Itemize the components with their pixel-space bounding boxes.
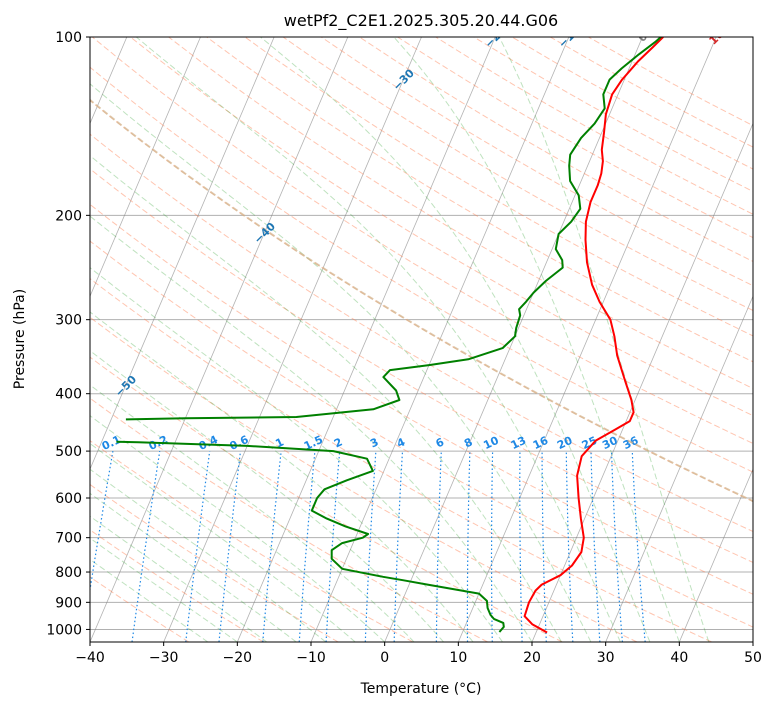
- dry-adiabat: [90, 440, 414, 642]
- dry-adiabat: [90, 483, 339, 642]
- mixing-ratio-line: [218, 451, 242, 642]
- mixing-ratio-line: [298, 451, 316, 642]
- moist-adiabat: [135, 37, 621, 642]
- isotherm-line: [90, 37, 349, 642]
- mixing-ratio-label: 20: [555, 434, 575, 452]
- y-tick-label: 400: [55, 387, 82, 403]
- dry-adiabat: [90, 316, 638, 642]
- y-tick-label: 200: [55, 208, 82, 224]
- isotherm-line: [605, 295, 753, 642]
- dry-adiabat: [90, 203, 753, 595]
- isotherm-line: [678, 468, 753, 642]
- mixing-ratio-line: [262, 451, 282, 642]
- dry-adiabat: [282, 37, 753, 312]
- moist-adiabat: [90, 442, 356, 642]
- mixing-ratio-label: 30: [600, 434, 620, 452]
- moist-adiabat: [90, 415, 386, 642]
- moist-adiabat: [90, 83, 592, 642]
- temperature-profile: [523, 37, 664, 634]
- y-axis: 100 200 300 400 500 600 700 800 900 1000: [46, 30, 90, 638]
- y-tick-label: 700: [55, 531, 82, 547]
- dry-adiabat: [90, 133, 753, 533]
- x-tick-label: −20: [223, 650, 253, 666]
- dewpoint-profile: [125, 37, 662, 421]
- y-tick-label: 1000: [46, 622, 82, 638]
- x-axis-title: Temperature (°C): [360, 681, 482, 697]
- mixing-ratio-line: [631, 451, 646, 642]
- moist-adiabat: [90, 537, 238, 642]
- moist-adiabat: [90, 155, 562, 642]
- mixing-ratio-line: [185, 451, 211, 642]
- isotherm-label: 0: [636, 30, 651, 45]
- mixing-ratio-label: 13: [509, 434, 528, 452]
- x-tick-label: 30: [597, 650, 615, 666]
- dry-adiabat: [90, 397, 488, 642]
- isotherm-line: [90, 37, 201, 298]
- isotherm-line: [163, 37, 422, 642]
- y-tick-label: 100: [55, 30, 82, 46]
- isotherm-line: [384, 37, 643, 642]
- x-tick-label: −40: [75, 650, 105, 666]
- y-tick-label: 900: [55, 595, 82, 611]
- moist-adiabat: [90, 558, 209, 642]
- x-tick-label: 20: [523, 650, 541, 666]
- dry-adiabat: [90, 576, 190, 642]
- mixing-ratio-label: 25: [580, 434, 599, 452]
- moist-adiabat: [260, 37, 651, 642]
- isotherm-line: [236, 37, 496, 642]
- dry-adiabat: [90, 240, 753, 628]
- y-tick-label: 500: [55, 444, 82, 460]
- mixing-ratio-label: 10: [481, 434, 501, 452]
- isotherm-line: [457, 37, 717, 642]
- isotherm-label: 10: [707, 27, 727, 47]
- moist-adiabat: [90, 515, 268, 642]
- dry-adiabat: [90, 66, 753, 473]
- y-axis-title: Pressure (hPa): [12, 289, 28, 389]
- moist-adiabat: [90, 350, 444, 642]
- y-tick-label: 300: [55, 313, 82, 329]
- isotherm-line: [531, 122, 753, 642]
- x-tick-label: −10: [296, 650, 326, 666]
- dry-adiabat: [90, 168, 753, 563]
- moist-adiabat: [90, 311, 474, 642]
- plot-area: 0.10.20.40.611.52346810131620253036−100−…: [90, 27, 753, 642]
- x-tick-label: 40: [670, 650, 688, 666]
- x-tick-label: 50: [744, 650, 762, 666]
- moist-adiabat: [393, 37, 680, 642]
- dry-adiabat: [206, 37, 753, 363]
- y-tick-label: 800: [55, 565, 82, 581]
- x-tick-label: 10: [449, 650, 467, 666]
- x-axis: −40 −30 −20 −10 0 10 20 30 40 50: [75, 642, 762, 666]
- dewpoint-profile: [116, 440, 505, 633]
- mixing-ratio-label: 16: [531, 434, 551, 452]
- dry-adiabat: [90, 356, 563, 642]
- moist-adiabat: [498, 37, 710, 642]
- plot-frame: [89, 36, 754, 643]
- moist-adiabat: [90, 215, 533, 642]
- moist-adiabat: [90, 468, 327, 642]
- mixing-ratio-line: [131, 451, 161, 642]
- dry-adiabat: [130, 37, 753, 417]
- isotherm-line: [90, 37, 275, 471]
- mixing-ratio-line: [90, 450, 114, 594]
- y-tick-label: 600: [55, 491, 82, 507]
- x-tick-label: 0: [380, 650, 389, 666]
- x-tick-label: −30: [149, 650, 179, 666]
- chart-title: wetPf2_C2E1.2025.305.20.44.G06: [284, 11, 558, 31]
